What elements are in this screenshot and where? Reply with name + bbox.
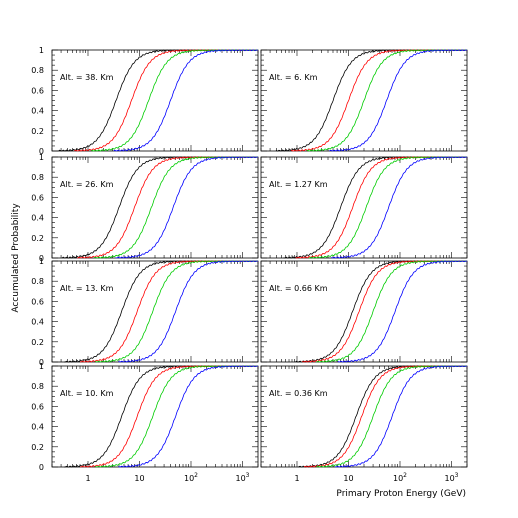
x-tick-label: 102 bbox=[184, 472, 198, 483]
panel-altitude-label: Alt. = 26. Km bbox=[60, 180, 114, 189]
cdf-curve-1 bbox=[283, 156, 468, 259]
y-tick-label: 1 bbox=[39, 362, 44, 371]
cdf-curve-4 bbox=[118, 365, 259, 468]
y-tick-label: 0.4 bbox=[31, 107, 44, 116]
y-tick-label: 0 bbox=[39, 254, 44, 263]
panel-altitude-label: Alt. = 10. Km bbox=[60, 389, 114, 398]
panel-altitude-label: Alt. = 13. Km bbox=[60, 284, 114, 293]
y-tick-label: 0.8 bbox=[31, 173, 44, 182]
panel-frame bbox=[260, 260, 468, 363]
y-tick-label: 0.6 bbox=[31, 86, 44, 95]
cdf-curve-4 bbox=[115, 156, 259, 259]
cdf-curve-1 bbox=[298, 365, 468, 468]
cdf-curve-3 bbox=[316, 260, 468, 363]
panel-altitude-label: Alt. = 1.27 Km bbox=[269, 180, 328, 189]
x-tick-label: 102 bbox=[393, 472, 407, 483]
y-tick-label: 0.6 bbox=[31, 297, 44, 306]
y-tick-label: 1 bbox=[39, 46, 44, 55]
cdf-curve-3 bbox=[93, 156, 259, 259]
cdf-curve-4 bbox=[329, 49, 468, 152]
panel-altitude-label: Alt. = 38. Km bbox=[60, 73, 114, 82]
y-tick-label: 0 bbox=[39, 147, 44, 156]
panel-2: Alt. = 6. Km bbox=[260, 49, 468, 152]
panel-frame bbox=[51, 365, 259, 468]
y-tick-label: 0.6 bbox=[31, 402, 44, 411]
cdf-curve-3 bbox=[308, 156, 468, 259]
cdf-curve-2 bbox=[295, 156, 468, 259]
y-tick-label: 0.6 bbox=[31, 193, 44, 202]
panel-3: 0 0.2 0.4 0.6 0.8 1 Alt. = 26. Km bbox=[31, 153, 259, 263]
panel-altitude-label: Alt. = 0.36 Km bbox=[269, 389, 328, 398]
panel-frame bbox=[51, 156, 259, 259]
panel-altitude-label: Alt. = 6. Km bbox=[269, 73, 318, 82]
y-tick-label: 0.4 bbox=[31, 423, 44, 432]
cdf-curve-1 bbox=[295, 260, 468, 363]
cdf-curve-1 bbox=[64, 365, 259, 468]
panel-5: 0 0.2 0.4 0.6 0.8 1 Alt. = 13. Km bbox=[31, 257, 259, 367]
panel-1: 0 0.2 0.4 0.6 0.8 1 Alt. = 38. Km bbox=[31, 46, 259, 156]
panel-4: Alt. = 1.27 Km bbox=[260, 156, 468, 259]
cdf-curve-1 bbox=[62, 156, 259, 259]
y-tick-label: 0.8 bbox=[31, 66, 44, 75]
y-tick-label: 0.2 bbox=[31, 127, 44, 136]
panels: 0 0.2 0.4 0.6 0.8 1 Alt. = 38. Km Alt. = 6. Km 0… bbox=[31, 46, 468, 483]
cdf-curve-2 bbox=[290, 49, 468, 152]
y-tick-label: 0 bbox=[39, 463, 44, 472]
panel-8: 1 10 102 103 Alt. = 0.36 Km bbox=[260, 365, 468, 483]
cdf-curve-4 bbox=[331, 156, 468, 259]
y-tick-label: 0 bbox=[39, 358, 44, 367]
cdf-curve-2 bbox=[303, 365, 468, 468]
y-tick-label: 1 bbox=[39, 257, 44, 266]
y-tick-label: 0.8 bbox=[31, 382, 44, 391]
y-axis-title: Accumulated Probability bbox=[11, 203, 21, 313]
x-tick-label: 1 bbox=[294, 474, 299, 483]
cdf-curve-1 bbox=[275, 49, 468, 152]
cdf-curve-3 bbox=[94, 365, 259, 468]
panel-frame bbox=[51, 260, 259, 363]
x-tick-label: 103 bbox=[444, 472, 458, 483]
cdf-curve-3 bbox=[316, 365, 468, 468]
panel-altitude-label: Alt. = 0.66 Km bbox=[269, 284, 328, 293]
cdf-curve-3 bbox=[94, 260, 259, 363]
x-tick-label: 10 bbox=[134, 474, 144, 483]
panel-frame bbox=[260, 156, 468, 259]
y-tick-label: 0.2 bbox=[31, 234, 44, 243]
x-tick-label: 103 bbox=[235, 472, 249, 483]
y-tick-label: 0.4 bbox=[31, 318, 44, 327]
cdf-curve-4 bbox=[337, 260, 468, 363]
cdf-curve-1 bbox=[64, 260, 259, 363]
panel-6: Alt. = 0.66 Km bbox=[260, 260, 468, 363]
panel-frame bbox=[260, 365, 468, 468]
y-tick-label: 0.4 bbox=[31, 214, 44, 223]
x-tick-label: 10 bbox=[343, 474, 353, 483]
cdf-curve-4 bbox=[118, 260, 259, 363]
y-tick-label: 1 bbox=[39, 153, 44, 162]
cdf-curve-2 bbox=[301, 260, 468, 363]
x-axis-title: Primary Proton Energy (GeV) bbox=[336, 489, 466, 499]
y-tick-label: 0.2 bbox=[31, 338, 44, 347]
cdf-curve-2 bbox=[74, 49, 259, 152]
y-tick-label: 0.8 bbox=[31, 277, 44, 286]
cdf-curve-1 bbox=[58, 49, 259, 152]
cdf-curve-3 bbox=[306, 49, 468, 152]
cdf-curve-4 bbox=[113, 49, 259, 152]
x-tick-label: 1 bbox=[85, 474, 90, 483]
y-tick-label: 0.2 bbox=[31, 443, 44, 452]
cdf-curve-4 bbox=[334, 365, 468, 468]
panel-7: 0 0.2 0.4 0.6 0.8 1 1 10 102 103 Alt. = 10. Km bbox=[31, 362, 259, 483]
